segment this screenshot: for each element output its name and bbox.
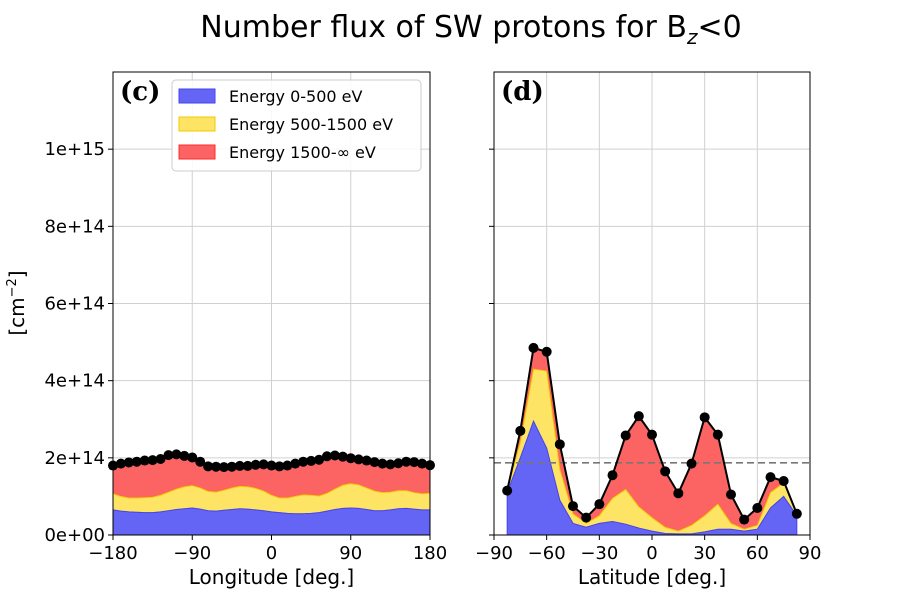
total-marker-c-11 bbox=[195, 456, 206, 467]
legend-swatch-low bbox=[178, 88, 216, 104]
legend-entry-mid: Energy 500-1500 eV bbox=[229, 115, 393, 134]
legend-entry-high: Energy 1500-∞ eV bbox=[229, 143, 376, 162]
total-marker-c-9 bbox=[179, 450, 190, 461]
ytick-label-c-0: 0e+00 bbox=[44, 525, 105, 546]
total-marker-d-21 bbox=[778, 475, 789, 486]
ytick-label-c-5: 1e+15 bbox=[44, 139, 105, 160]
total-marker-c-16 bbox=[234, 460, 245, 471]
xtick-label-d-0: −90 bbox=[475, 543, 513, 564]
total-marker-c-24 bbox=[298, 456, 309, 467]
x-axis-label-d: Latitude [deg.] bbox=[578, 565, 726, 589]
total-marker-d-17 bbox=[726, 489, 736, 500]
total-marker-d-1 bbox=[515, 425, 526, 436]
total-marker-d-16 bbox=[712, 429, 723, 440]
ytick-label-c-3: 6e+14 bbox=[44, 294, 105, 315]
total-marker-c-38 bbox=[409, 457, 420, 468]
total-marker-c-29 bbox=[337, 451, 348, 462]
total-marker-c-21 bbox=[274, 461, 285, 472]
panel-label-c: (c) bbox=[120, 77, 160, 107]
figure-title: Number flux of SW protons for Bz<0 bbox=[200, 10, 741, 49]
total-marker-c-37 bbox=[401, 456, 412, 467]
total-marker-d-3 bbox=[541, 346, 552, 357]
xtick-label-d-4: 30 bbox=[693, 543, 716, 564]
total-marker-c-20 bbox=[266, 460, 277, 471]
total-marker-c-22 bbox=[282, 460, 293, 471]
ytick-label-c-1: 2e+14 bbox=[44, 448, 105, 469]
total-marker-c-23 bbox=[290, 458, 301, 469]
total-marker-d-10 bbox=[633, 411, 644, 422]
legend-frame bbox=[171, 79, 422, 172]
total-marker-d-8 bbox=[607, 470, 618, 481]
total-marker-c-14 bbox=[218, 462, 229, 473]
total-marker-c-33 bbox=[369, 457, 380, 468]
total-marker-c-26 bbox=[314, 454, 325, 465]
total-marker-c-18 bbox=[250, 459, 261, 470]
panel-label-d: (d) bbox=[501, 77, 544, 107]
legend-swatch-mid bbox=[178, 116, 216, 132]
panel-d-latitude: −90 −60 −30 0 30 60 90 Latitude [deg.] (d) bbox=[475, 71, 822, 589]
xtick-label-c-4: 180 bbox=[413, 543, 447, 564]
total-marker-c-10 bbox=[187, 452, 198, 463]
legend: Energy 0-500 eV Energy 500-1500 eV Energ… bbox=[171, 79, 422, 172]
total-marker-c-13 bbox=[211, 461, 222, 472]
total-marker-c-36 bbox=[393, 458, 404, 469]
total-marker-d-13 bbox=[673, 488, 684, 499]
total-marker-c-5 bbox=[147, 455, 158, 466]
total-marker-c-4 bbox=[139, 455, 150, 466]
total-marker-c-8 bbox=[171, 449, 182, 460]
total-marker-d-4 bbox=[554, 439, 565, 450]
total-marker-c-15 bbox=[226, 461, 237, 472]
ytick-label-c-4: 8e+14 bbox=[44, 216, 105, 237]
total-marker-c-2 bbox=[123, 457, 134, 468]
xtick-label-d-3: 0 bbox=[646, 543, 657, 564]
legend-swatch-high bbox=[178, 144, 216, 160]
total-marker-c-28 bbox=[329, 450, 340, 461]
total-marker-c-30 bbox=[345, 453, 356, 464]
xtick-label-d-1: −60 bbox=[528, 543, 566, 564]
title-subscript: z bbox=[686, 25, 698, 49]
xtick-label-d-5: 60 bbox=[746, 543, 769, 564]
total-marker-d-22 bbox=[791, 508, 802, 519]
area-energy-0-500-c bbox=[112, 507, 431, 536]
total-marker-d-14 bbox=[686, 458, 697, 469]
xtick-label-d-6: 90 bbox=[799, 543, 822, 564]
total-marker-c-19 bbox=[258, 459, 269, 470]
total-marker-d-5 bbox=[568, 501, 578, 512]
total-marker-d-12 bbox=[660, 466, 671, 477]
total-marker-d-9 bbox=[620, 430, 631, 441]
total-marker-c-12 bbox=[203, 461, 214, 472]
x-axis-label-c: Longitude [deg.] bbox=[189, 565, 355, 589]
total-marker-c-6 bbox=[155, 453, 166, 464]
total-marker-d-20 bbox=[765, 472, 776, 483]
total-marker-c-7 bbox=[163, 450, 174, 461]
xtick-label-c-0: −180 bbox=[88, 543, 137, 564]
total-marker-c-35 bbox=[385, 459, 396, 470]
total-marker-c-34 bbox=[377, 458, 388, 469]
total-marker-d-2 bbox=[528, 342, 539, 353]
xtick-label-c-2: 0 bbox=[266, 543, 277, 564]
legend-entry-low: Energy 0-500 eV bbox=[229, 87, 363, 106]
total-marker-c-39 bbox=[417, 458, 428, 469]
total-marker-d-15 bbox=[699, 412, 710, 423]
total-marker-d-7 bbox=[594, 499, 605, 510]
total-marker-c-27 bbox=[321, 451, 332, 462]
panel-c-longitude: −180 −90 0 90 180 0e+00 2e+14 4e+14 6e+14 8e+14 1e… bbox=[44, 71, 447, 589]
total-marker-c-25 bbox=[306, 455, 317, 466]
ytick-label-c-2: 4e+14 bbox=[44, 371, 105, 392]
total-marker-d-6 bbox=[581, 512, 592, 523]
total-marker-c-1 bbox=[115, 458, 126, 469]
xtick-label-c-1: −90 bbox=[173, 543, 211, 564]
total-marker-d-19 bbox=[752, 502, 763, 513]
total-marker-d-18 bbox=[739, 514, 750, 525]
total-marker-c-17 bbox=[242, 460, 253, 471]
total-marker-d-0 bbox=[502, 485, 513, 496]
y-axis-label: [cm−2] bbox=[5, 270, 29, 335]
total-marker-c-31 bbox=[353, 454, 364, 465]
total-marker-c-3 bbox=[131, 456, 142, 467]
total-marker-d-11 bbox=[647, 429, 657, 440]
xtick-label-c-3: 90 bbox=[339, 543, 362, 564]
xtick-label-d-2: −30 bbox=[580, 543, 618, 564]
total-marker-c-32 bbox=[361, 455, 372, 466]
